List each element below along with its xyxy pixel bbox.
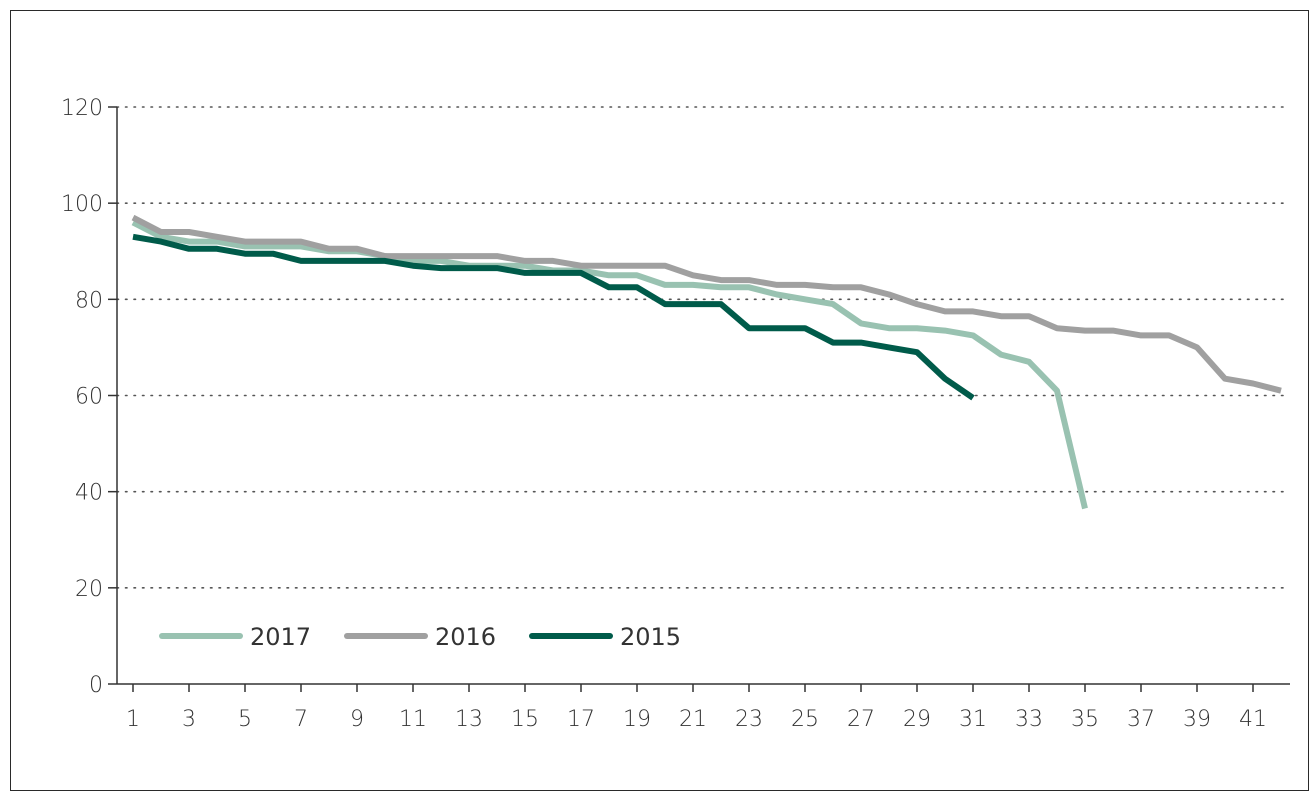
x-tick-label: 3 [182, 707, 196, 732]
legend: 2017 2016 2015 [159, 623, 681, 651]
x-tick-label: 29 [903, 707, 931, 732]
x-tick-label: 27 [847, 707, 875, 732]
x-tick-label: 39 [1183, 707, 1211, 732]
x-tick-label: 5 [238, 707, 252, 732]
x-tick-label: 13 [455, 707, 483, 732]
y-tick-label: 0 [89, 673, 103, 698]
x-tick-label: 19 [623, 707, 651, 732]
x-tick-label: 1 [126, 707, 140, 732]
series-line-2016 [131, 214, 1282, 394]
x-tick-label: 41 [1239, 707, 1267, 732]
x-tick-label: 33 [1015, 707, 1043, 732]
x-tick-label: 11 [399, 707, 427, 732]
legend-label-2016: 2016 [435, 623, 496, 651]
legend-label-2017: 2017 [250, 623, 311, 651]
gridlines [116, 106, 1291, 589]
y-tick-label: 40 [75, 481, 103, 506]
x-tick-label: 35 [1071, 707, 1099, 732]
x-tick-label: 37 [1127, 707, 1155, 732]
series-lines [131, 214, 1282, 510]
y-tick-label: 60 [75, 385, 103, 410]
y-tick-label: 20 [75, 577, 103, 602]
series-line-2017 [131, 219, 1088, 510]
x-tick-label: 21 [679, 707, 707, 732]
x-tick-label: 23 [735, 707, 763, 732]
x-tick-label: 17 [567, 707, 595, 732]
y-tick-label: 120 [61, 96, 103, 121]
x-tick-label: 31 [959, 707, 987, 732]
legend-label-2015: 2015 [620, 623, 681, 651]
x-tick-label: 25 [791, 707, 819, 732]
y-tick-label: 100 [61, 192, 103, 217]
x-tick-label: 9 [350, 707, 364, 732]
y-tick-label: 80 [75, 288, 103, 313]
x-tick-label: 7 [294, 707, 308, 732]
series-line-2015 [132, 233, 975, 401]
chart-frame [10, 10, 1309, 791]
x-tick-label: 15 [511, 707, 539, 732]
